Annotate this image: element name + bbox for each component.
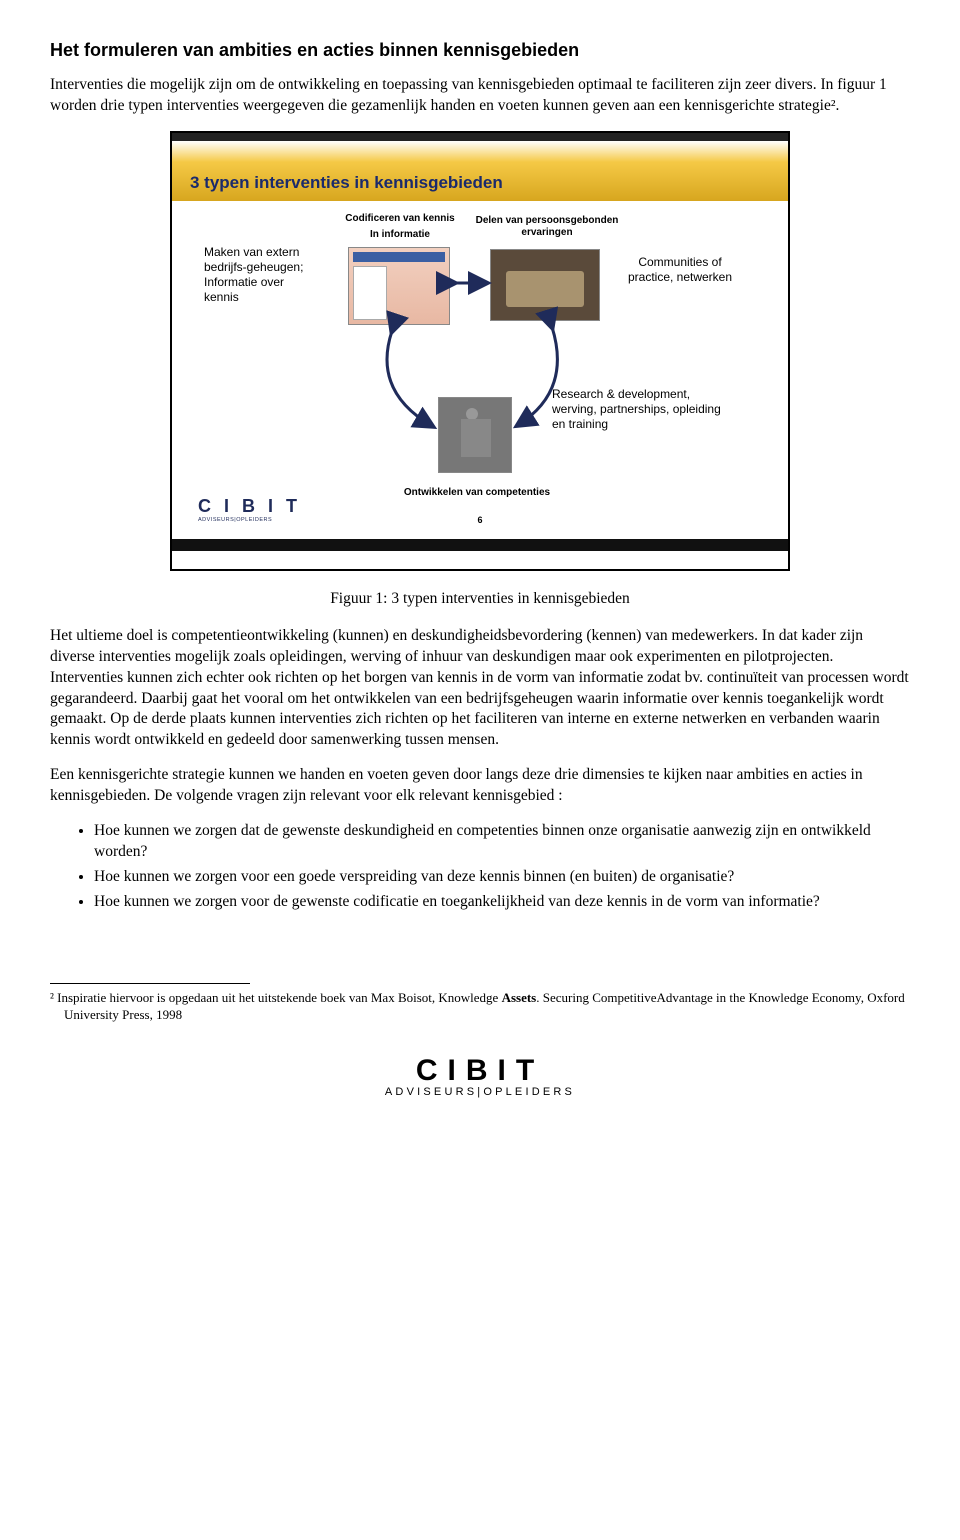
screenshot-image xyxy=(348,247,450,325)
slide-title: 3 typen interventies in kennisgebieden xyxy=(190,173,503,193)
footnote-rule xyxy=(50,983,250,984)
slide-body: Codificeren van kennis In informatie Del… xyxy=(172,201,788,551)
label-ontwikkelen: Ontwikkelen van competenties xyxy=(382,487,572,500)
footnote-pre: ² Inspiratie hiervoor is opgedaan uit he… xyxy=(50,990,502,1005)
paragraph-2: Het ultieme doel is competentieontwikkel… xyxy=(50,626,910,752)
left-text: Maken van extern bedrijfs-geheugen; Info… xyxy=(204,245,314,305)
footnote: ² Inspiratie hiervoor is opgedaan uit he… xyxy=(50,990,910,1024)
slide-top-bar xyxy=(172,133,788,141)
slide-number: 6 xyxy=(172,515,788,525)
list-item: Hoe kunnen we zorgen voor de gewenste co… xyxy=(94,892,910,913)
paragraph-3: Een kennisgerichte strategie kunnen we h… xyxy=(50,765,910,807)
list-item: Hoe kunnen we zorgen dat de gewenste des… xyxy=(94,821,910,863)
meeting-image xyxy=(490,249,600,321)
label-delen: Delen van persoonsgebonden ervaringen xyxy=(472,215,622,240)
figure-container: 3 typen interventies in kennisgebieden C… xyxy=(170,131,790,610)
footer-logo-sub: ADVISEURS|OPLEIDERS xyxy=(50,1086,910,1098)
runner-image xyxy=(438,397,512,473)
footer-logo: CIBIT ADVISEURS|OPLEIDERS xyxy=(50,1054,910,1098)
page-heading: Het formuleren van ambities en acties bi… xyxy=(50,40,910,61)
intro-paragraph: Interventies die mogelijk zijn om de ont… xyxy=(50,75,910,117)
figure-caption: Figuur 1: 3 typen interventies in kennis… xyxy=(170,589,790,610)
slide-bottom-bar xyxy=(172,539,788,551)
footer-logo-text: CIBIT xyxy=(50,1054,910,1088)
question-list: Hoe kunnen we zorgen dat de gewenste des… xyxy=(50,821,910,913)
footnote-bold: Assets xyxy=(502,990,537,1005)
slide-frame: 3 typen interventies in kennisgebieden C… xyxy=(170,131,790,571)
right-text-2: Research & development, werving, partner… xyxy=(552,387,722,432)
list-item: Hoe kunnen we zorgen voor een goede vers… xyxy=(94,867,910,888)
slide-logo-text: C I B I T xyxy=(198,496,301,517)
label-codificeren: Codificeren van kennis xyxy=(340,213,460,226)
label-in-informatie: In informatie xyxy=(340,229,460,242)
right-text-1: Communities of practice, netwerken xyxy=(620,255,740,285)
slide-titlebar: 3 typen interventies in kennisgebieden xyxy=(172,141,788,201)
